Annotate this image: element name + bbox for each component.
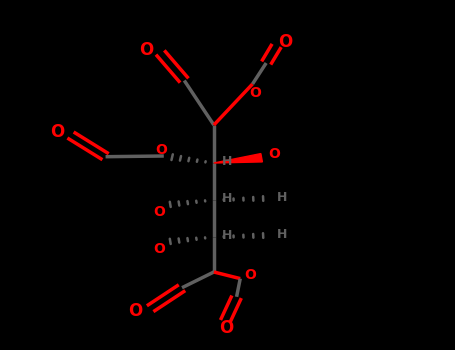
Text: O: O (139, 41, 154, 59)
Text: O: O (219, 319, 233, 337)
Text: O: O (156, 143, 167, 157)
Text: H: H (222, 155, 233, 168)
Text: O: O (50, 122, 64, 140)
Text: H: H (222, 229, 233, 242)
Polygon shape (214, 154, 263, 163)
Text: O: O (153, 241, 165, 255)
Text: H: H (222, 192, 233, 205)
Text: H: H (277, 191, 287, 204)
Text: O: O (153, 204, 165, 218)
Text: O: O (249, 86, 261, 100)
Text: O: O (268, 147, 280, 161)
Text: H: H (277, 228, 287, 241)
Text: O: O (278, 33, 292, 51)
Text: O: O (244, 268, 256, 282)
Text: O: O (128, 302, 143, 321)
